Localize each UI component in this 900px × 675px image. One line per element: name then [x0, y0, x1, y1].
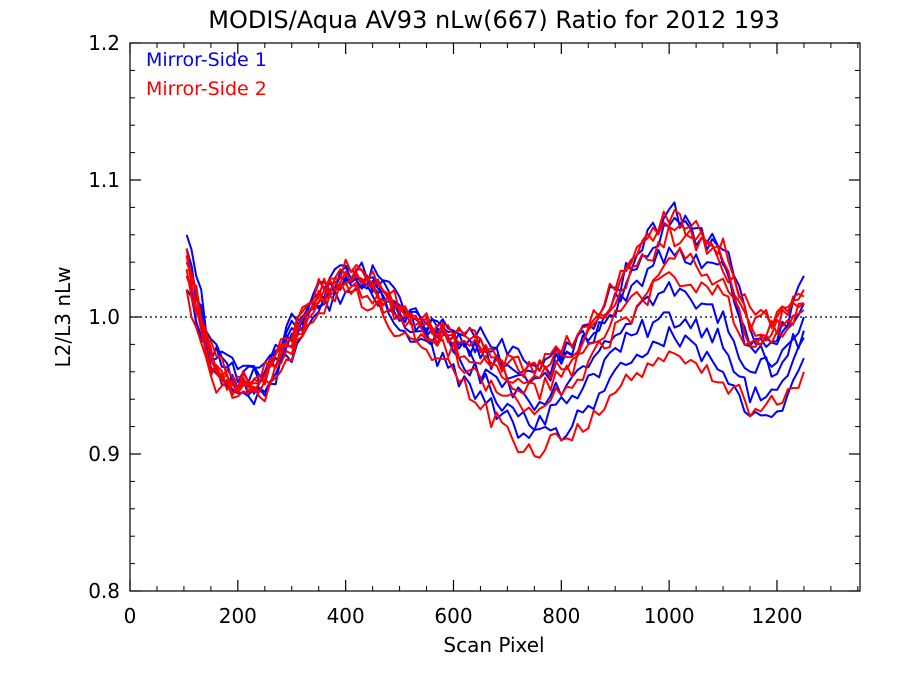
chart-title: MODIS/Aqua AV93 nLw(667) Ratio for 2012 … [208, 6, 780, 34]
x-tick-label: 800 [542, 604, 580, 628]
y-axis-label: L2/L3 nLw [51, 266, 75, 367]
series-line-mirror-side-2-11 [185, 224, 805, 397]
x-axis-label: Scan Pixel [443, 633, 544, 657]
series-line-mirror-side-2-10 [185, 246, 804, 401]
legend-entry-mirror-side-1: Mirror-Side 1 [146, 49, 267, 71]
x-tick-label: 200 [219, 604, 257, 628]
y-tick-label: 1.1 [88, 168, 120, 192]
x-tick-label: 400 [327, 604, 365, 628]
series-line-mirror-side-1-4 [185, 284, 805, 442]
legend-entry-mirror-side-2: Mirror-Side 2 [146, 78, 267, 100]
y-tick-label: 0.9 [88, 442, 120, 466]
series-line-mirror-side-2-8 [185, 219, 805, 390]
series-line-mirror-side-2-9 [185, 281, 805, 459]
ticks-group: 0 200 400 600 800 1000 1200 0.8 0.9 1.0 1.1 1.2 [88, 31, 860, 628]
x-tick-label: 0 [124, 604, 137, 628]
series-line-mirror-side-2-7 [185, 271, 805, 416]
series-line-mirror-side-1-5 [185, 246, 805, 384]
legend: Mirror-Side 1 Mirror-Side 2 [146, 49, 267, 100]
series-line-mirror-side-1-2 [185, 261, 805, 412]
y-tick-label: 1.0 [88, 305, 120, 329]
x-tick-label: 1000 [644, 604, 695, 628]
y-tick-label: 0.8 [88, 579, 120, 603]
series-group [185, 201, 805, 459]
x-tick-label: 1200 [752, 604, 803, 628]
x-tick-label: 600 [434, 604, 472, 628]
y-tick-label: 1.2 [88, 31, 120, 55]
